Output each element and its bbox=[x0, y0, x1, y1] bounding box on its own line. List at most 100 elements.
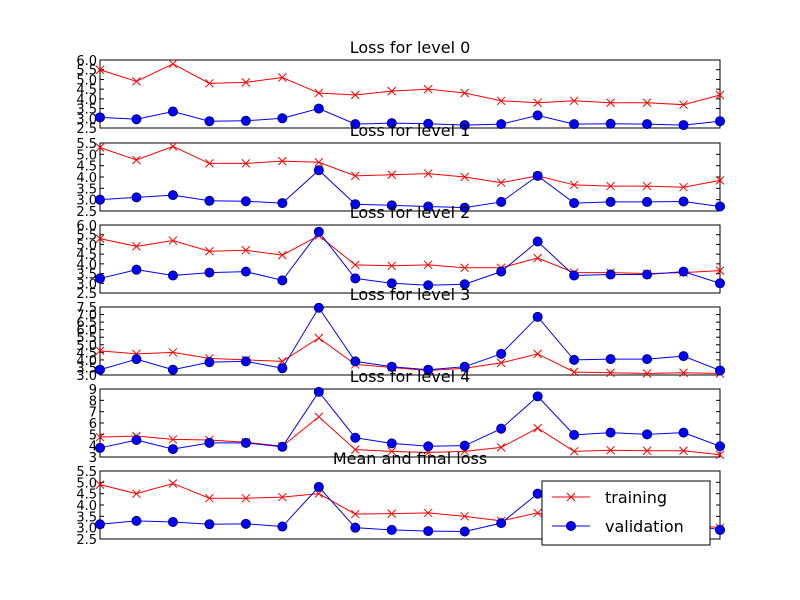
axes-frame bbox=[99, 306, 721, 376]
point-training bbox=[350, 260, 360, 270]
point-validation bbox=[496, 348, 507, 359]
y-tick-label: 4.5 bbox=[76, 248, 97, 263]
point-training bbox=[95, 65, 105, 75]
point-training bbox=[642, 98, 652, 108]
point-training bbox=[205, 159, 214, 168]
point-validation bbox=[532, 391, 543, 402]
series-line-training bbox=[99, 235, 721, 275]
point-training bbox=[241, 493, 251, 503]
subplot-5: 2.53.03.54.04.55.05.5 Mean and final loss bbox=[76, 449, 725, 548]
y-tick-label: 2.5 bbox=[76, 533, 97, 548]
y-tick-label: 4.5 bbox=[76, 83, 97, 98]
point-validation bbox=[131, 435, 142, 445]
point-validation bbox=[240, 518, 251, 529]
point-validation bbox=[386, 524, 397, 535]
point-training bbox=[168, 479, 178, 488]
y-tick-label: 5.0 bbox=[76, 238, 97, 253]
point-validation bbox=[386, 118, 397, 129]
point-training bbox=[533, 508, 543, 518]
point-training bbox=[496, 178, 506, 188]
point-validation bbox=[715, 524, 725, 535]
y-tick-label: 4.0 bbox=[76, 499, 97, 514]
point-validation bbox=[496, 266, 507, 277]
y-tick-label: 3.5 bbox=[76, 182, 97, 197]
point-training bbox=[132, 242, 141, 251]
y-tick-label: 4.0 bbox=[76, 354, 97, 369]
point-training bbox=[715, 450, 725, 460]
y-tick-label: 4.5 bbox=[76, 160, 97, 175]
point-validation bbox=[496, 196, 507, 207]
point-validation bbox=[605, 354, 616, 365]
point-training bbox=[387, 86, 397, 96]
point-validation bbox=[131, 114, 142, 125]
point-validation bbox=[204, 195, 215, 206]
y-tick-label: 7 bbox=[89, 406, 97, 421]
y-tick-label: 7.5 bbox=[76, 301, 97, 316]
point-validation bbox=[350, 432, 361, 443]
point-validation bbox=[240, 266, 251, 277]
panel-title: Loss for level 2 bbox=[350, 203, 471, 222]
y-tick-label: 3.0 bbox=[76, 522, 97, 537]
panel-title: Mean and final loss bbox=[333, 449, 487, 468]
point-training bbox=[314, 88, 324, 98]
series-line-training bbox=[99, 63, 721, 106]
point-validation bbox=[423, 441, 434, 452]
point-validation bbox=[459, 361, 470, 372]
point-validation bbox=[532, 236, 543, 247]
point-training bbox=[95, 480, 105, 489]
point-validation bbox=[459, 202, 470, 213]
point-validation bbox=[569, 270, 580, 281]
y-tick-label: 8 bbox=[89, 394, 97, 409]
point-validation bbox=[277, 363, 288, 374]
point-validation bbox=[459, 526, 470, 537]
point-training bbox=[423, 169, 433, 178]
y-tick-label: 4.0 bbox=[76, 258, 97, 273]
point-validation bbox=[715, 278, 725, 289]
point-validation bbox=[678, 120, 689, 131]
y-tick-label: 3.0 bbox=[76, 369, 97, 384]
legend-box bbox=[541, 480, 711, 546]
point-validation bbox=[386, 361, 397, 372]
point-training bbox=[241, 159, 251, 168]
point-training bbox=[423, 84, 433, 94]
point-training bbox=[569, 96, 579, 106]
point-training bbox=[132, 77, 141, 86]
series-line-validation bbox=[99, 108, 721, 126]
y-tick-label: 9 bbox=[89, 383, 97, 398]
point-training bbox=[168, 142, 178, 151]
point-validation bbox=[167, 190, 178, 201]
point-validation bbox=[95, 273, 105, 284]
point-training bbox=[168, 435, 178, 444]
point-training bbox=[642, 181, 652, 191]
panel-title: Loss for level 0 bbox=[350, 38, 471, 57]
point-training bbox=[679, 368, 688, 378]
panel-title: Loss for level 3 bbox=[350, 285, 471, 304]
point-training bbox=[241, 77, 251, 87]
point-validation bbox=[459, 440, 470, 451]
point-training bbox=[350, 509, 360, 519]
point-validation bbox=[204, 267, 215, 278]
point-training bbox=[314, 157, 324, 167]
point-validation bbox=[167, 270, 178, 281]
y-tick-label: 6.0 bbox=[76, 219, 97, 234]
point-validation bbox=[605, 118, 616, 129]
point-validation bbox=[605, 269, 616, 280]
point-validation bbox=[131, 354, 142, 365]
point-validation bbox=[532, 170, 543, 181]
point-validation bbox=[350, 199, 361, 210]
point-validation bbox=[277, 113, 288, 124]
point-training bbox=[533, 253, 543, 263]
point-validation bbox=[496, 518, 507, 529]
point-validation bbox=[131, 192, 142, 203]
point-training bbox=[277, 156, 287, 166]
point-validation bbox=[204, 437, 215, 448]
subplot-3: 3.03.54.04.55.05.56.06.57.07.5 Loss for l… bbox=[76, 285, 725, 384]
point-validation bbox=[350, 119, 361, 130]
panel-title: Loss for level 4 bbox=[350, 367, 471, 386]
series-line-training bbox=[99, 337, 721, 374]
point-validation bbox=[95, 112, 105, 123]
point-training bbox=[679, 182, 688, 192]
point-training bbox=[387, 170, 397, 180]
